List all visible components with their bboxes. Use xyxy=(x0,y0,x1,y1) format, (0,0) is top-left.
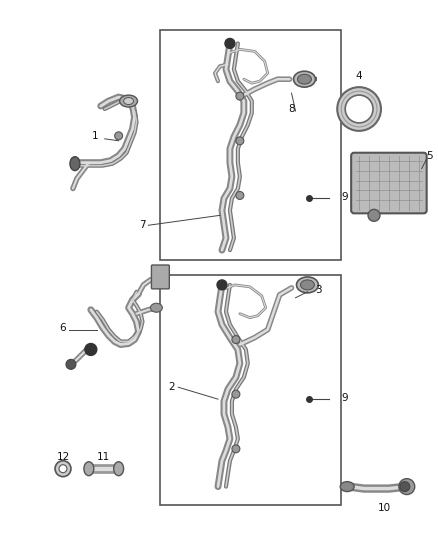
Ellipse shape xyxy=(340,482,354,491)
Ellipse shape xyxy=(114,462,124,475)
Ellipse shape xyxy=(300,280,314,290)
Ellipse shape xyxy=(293,71,315,87)
Circle shape xyxy=(85,343,97,356)
Text: 8: 8 xyxy=(288,104,294,114)
Circle shape xyxy=(236,92,244,100)
Circle shape xyxy=(217,280,227,290)
Bar xyxy=(160,275,341,505)
Text: 7: 7 xyxy=(139,220,145,230)
Circle shape xyxy=(236,191,244,199)
Circle shape xyxy=(59,465,67,473)
Text: 2: 2 xyxy=(169,382,175,392)
Text: 3: 3 xyxy=(315,285,322,295)
Circle shape xyxy=(232,390,240,398)
Ellipse shape xyxy=(297,277,318,293)
Text: 12: 12 xyxy=(57,452,70,462)
Text: 5: 5 xyxy=(427,151,433,161)
Circle shape xyxy=(345,95,373,123)
Ellipse shape xyxy=(84,462,94,475)
FancyBboxPatch shape xyxy=(351,153,427,213)
Text: 6: 6 xyxy=(60,322,66,333)
Ellipse shape xyxy=(297,74,311,84)
FancyBboxPatch shape xyxy=(152,265,170,289)
Ellipse shape xyxy=(150,303,162,312)
Circle shape xyxy=(236,137,244,145)
Bar xyxy=(160,29,341,260)
Ellipse shape xyxy=(124,98,134,104)
Circle shape xyxy=(337,87,381,131)
Circle shape xyxy=(232,445,240,453)
Circle shape xyxy=(400,482,410,491)
Circle shape xyxy=(368,209,380,221)
Circle shape xyxy=(399,479,415,495)
Circle shape xyxy=(55,461,71,477)
Text: 10: 10 xyxy=(378,504,391,513)
Circle shape xyxy=(225,38,235,49)
Text: 9: 9 xyxy=(341,192,348,203)
Ellipse shape xyxy=(120,95,138,107)
Ellipse shape xyxy=(70,157,80,171)
Text: 9: 9 xyxy=(341,393,348,403)
Text: 1: 1 xyxy=(92,131,99,141)
Circle shape xyxy=(115,132,123,140)
Text: 11: 11 xyxy=(97,452,110,462)
Text: 4: 4 xyxy=(356,71,362,81)
Circle shape xyxy=(232,336,240,343)
Circle shape xyxy=(66,359,76,369)
